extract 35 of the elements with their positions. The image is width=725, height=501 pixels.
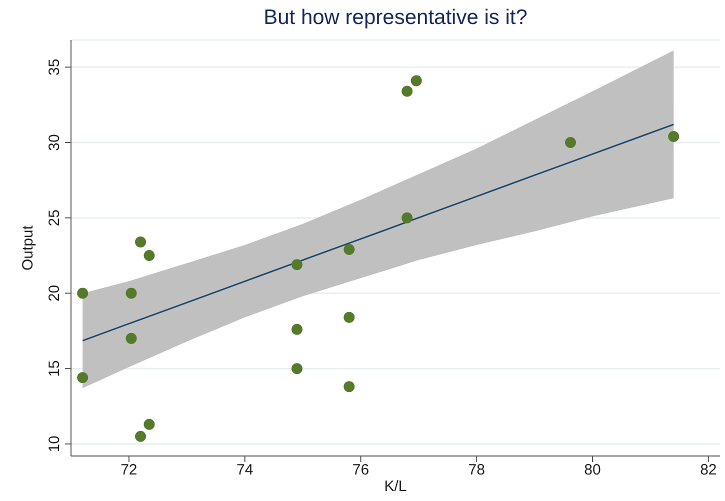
x-tick-label: 82 (700, 462, 717, 479)
point (144, 250, 155, 262)
point (126, 332, 137, 344)
y-tick-label: 10 (46, 436, 63, 452)
point (135, 430, 146, 442)
y-tick-label: 35 (46, 58, 63, 76)
point (565, 136, 576, 148)
point (668, 130, 680, 142)
point (291, 363, 302, 374)
y-tick-label: 15 (46, 360, 63, 377)
point (126, 288, 137, 299)
point (344, 312, 355, 323)
point (291, 259, 302, 270)
y-tick-label: 25 (46, 210, 63, 226)
x-tick-label: 72 (120, 462, 138, 479)
y-tick-label: 30 (46, 134, 63, 151)
point (77, 372, 88, 384)
point (402, 86, 413, 97)
y-tick-label: 20 (46, 284, 63, 302)
point (344, 244, 355, 256)
chart-title: But how representative is it? (262, 6, 528, 30)
x-tick-label: 74 (236, 462, 254, 479)
point (77, 288, 88, 299)
point (344, 381, 355, 392)
point (144, 418, 155, 430)
x-tick-label: 78 (468, 462, 485, 479)
x-tick-label: 76 (352, 462, 370, 479)
point (135, 236, 146, 248)
point (402, 212, 413, 224)
x-axis-title: K/L (383, 478, 408, 495)
point (291, 324, 302, 335)
line-series (82, 124, 674, 342)
point (410, 75, 422, 86)
y-axis-title: Output (20, 225, 36, 271)
x-tick-label: 80 (584, 462, 601, 479)
